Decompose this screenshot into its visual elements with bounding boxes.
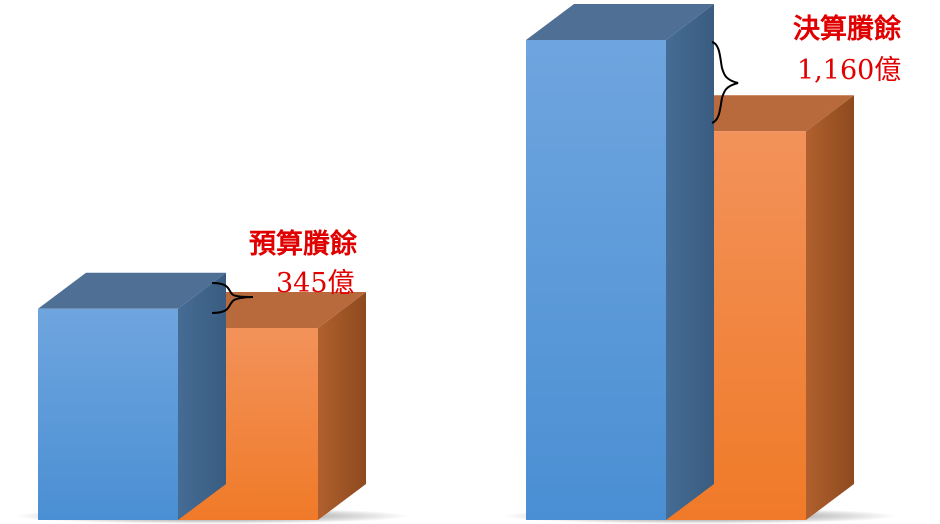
bar-side-face xyxy=(318,292,366,520)
bar-top-face xyxy=(526,4,714,40)
budget-surplus-label: 預算賸餘 xyxy=(249,228,358,260)
final-surplus-brace xyxy=(711,41,739,124)
bar-side-face xyxy=(806,95,854,520)
final-surplus-label: 決算賸餘 xyxy=(793,13,902,45)
budget-surplus-brace xyxy=(211,282,254,314)
final-surplus-value: 1,160億 xyxy=(797,55,901,86)
annotations: 預算賸餘 345億 決算賸餘 1,160億 xyxy=(211,13,902,314)
bar-side-face xyxy=(666,4,714,520)
bars xyxy=(38,4,854,520)
bar-top-face xyxy=(38,272,226,309)
bar-front-face xyxy=(38,308,178,520)
blue-bar-1 xyxy=(526,4,714,520)
bar-side-face xyxy=(178,272,226,520)
budget-surplus-value: 345億 xyxy=(276,268,355,299)
blue-bar-0 xyxy=(38,272,226,520)
bar-front-face xyxy=(526,40,666,520)
